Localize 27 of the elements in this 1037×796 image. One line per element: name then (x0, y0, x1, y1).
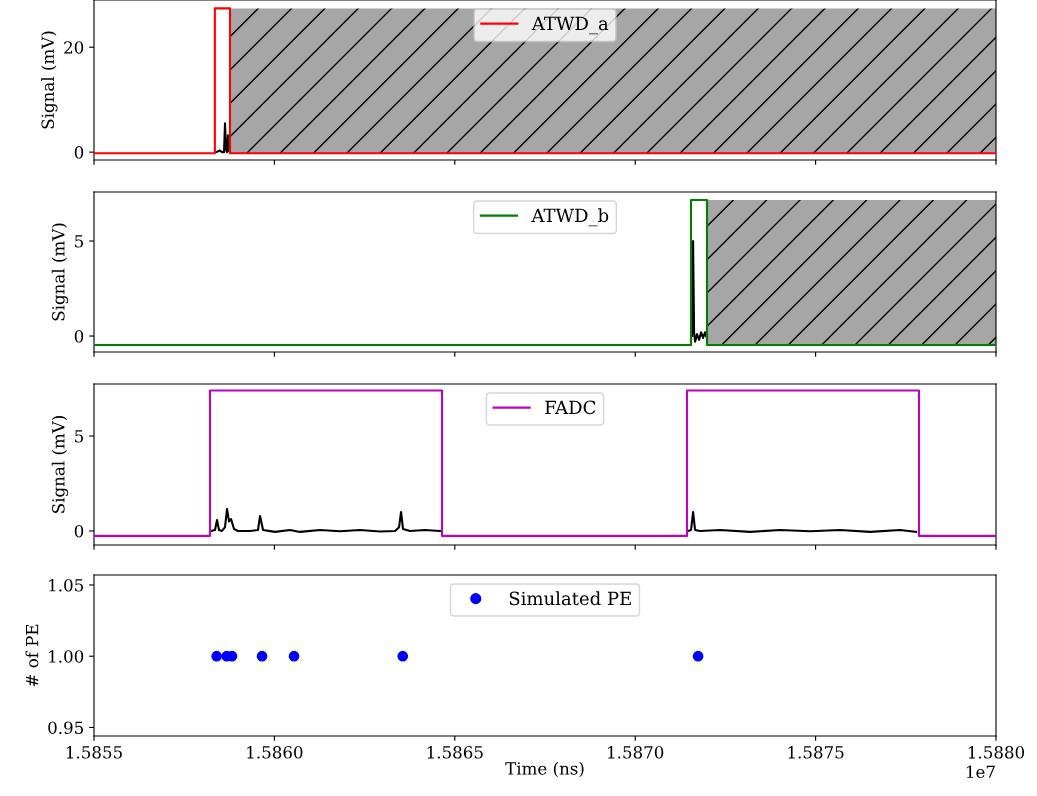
y-axis-title: Signal (mV) (51, 416, 69, 513)
legend-label: Simulated PE (509, 591, 631, 606)
y-tick-label: 20 (64, 41, 84, 54)
x-tick-label: 1.5855 (66, 746, 122, 759)
text: 1e7 (966, 765, 995, 779)
legend-label: ATWD_a (531, 16, 609, 35)
y-axis-title: Signal (mV) (51, 223, 69, 321)
y-tick-label: 1.05 (49, 578, 83, 592)
x-tick-label: 1.5870 (608, 746, 664, 759)
y-tick-label: 5 (75, 235, 83, 248)
y-tick-label: 0 (74, 524, 84, 538)
y-axis-title: Signal (mV) (41, 31, 58, 129)
y-tick-label: 5 (75, 430, 83, 443)
legend-label: ATWD_b (531, 208, 609, 227)
x-tick-label: 1.5860 (247, 746, 303, 759)
x-tick-label: 1.5865 (427, 746, 483, 759)
x-tick-label: 1.5875 (788, 746, 844, 759)
x-tick-label: 1.5880 (968, 746, 1025, 759)
y-tick-label: 0.95 (48, 721, 83, 735)
y-tick-label: 0 (74, 330, 84, 343)
x-axis-title: Time (ns) (505, 761, 584, 778)
y-axis-title: # of PE (25, 624, 39, 687)
y-tick-label: 0 (74, 146, 84, 159)
line-series (691, 239, 708, 343)
y-tick-label: 1.00 (49, 650, 84, 663)
legend-label: FADC (545, 400, 596, 415)
line-series (214, 122, 232, 154)
